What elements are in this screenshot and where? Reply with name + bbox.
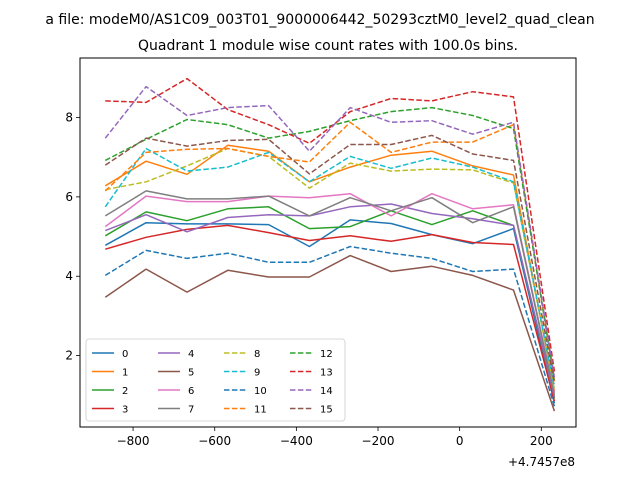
legend-label-5: 5 <box>188 368 194 379</box>
legend-label-6: 6 <box>188 386 194 397</box>
series-line-8 <box>105 147 556 390</box>
series-layer <box>104 77 556 412</box>
x-axis: −800 −600 −400 −200 0 200 <box>117 427 553 448</box>
series-line-10 <box>104 245 556 407</box>
x-tick-label: 200 <box>530 434 553 448</box>
figure-suptitle: a file: modeM0/AS1C09_003T01_9000006442_… <box>45 12 594 28</box>
legend-label-8: 8 <box>254 349 260 360</box>
legend-label-0: 0 <box>122 349 128 360</box>
series-line-9 <box>104 147 556 388</box>
series-line-0 <box>104 219 556 404</box>
legend-label-2: 2 <box>122 386 128 397</box>
legend-box <box>85 338 346 422</box>
x-tick-label: −400 <box>280 434 313 448</box>
legend-label-12: 12 <box>320 349 333 360</box>
x-axis-offset-label: +4.7457e8 <box>508 455 575 469</box>
plot-frame <box>79 57 577 428</box>
legend-label-10: 10 <box>254 386 267 397</box>
y-tick-label: 2 <box>65 349 73 363</box>
x-tick-label: 0 <box>456 434 464 448</box>
series-line-2 <box>104 206 556 399</box>
series-line-15 <box>104 134 556 384</box>
y-tick-label: 8 <box>65 111 73 125</box>
legend-label-11: 11 <box>254 405 267 416</box>
series-line-6 <box>104 192 556 394</box>
series-line-7 <box>104 190 556 396</box>
series-line-5 <box>104 254 556 412</box>
x-tick-label: −600 <box>198 434 231 448</box>
series-line-14 <box>104 85 556 378</box>
y-axis: 2 4 6 8 <box>65 111 80 363</box>
series-line-13 <box>105 77 556 372</box>
series-line-3 <box>105 224 556 402</box>
legend-label-9: 9 <box>254 368 260 379</box>
legend-label-13: 13 <box>320 368 333 379</box>
legend-label-4: 4 <box>188 349 194 360</box>
series-line-11 <box>104 121 556 382</box>
chart-title: Quadrant 1 module wise count rates with … <box>138 38 518 54</box>
series-line-12 <box>104 106 556 380</box>
legend-label-1: 1 <box>122 368 128 379</box>
x-tick-label: −800 <box>117 434 150 448</box>
legend-label-7: 7 <box>188 405 194 416</box>
legend-label-14: 14 <box>320 386 333 397</box>
y-tick-label: 4 <box>65 269 73 283</box>
legend-label-3: 3 <box>122 405 128 416</box>
series-line-1 <box>104 144 556 392</box>
x-tick-label: −200 <box>362 434 395 448</box>
legend-label-15: 15 <box>320 405 333 416</box>
y-tick-label: 6 <box>65 190 73 204</box>
